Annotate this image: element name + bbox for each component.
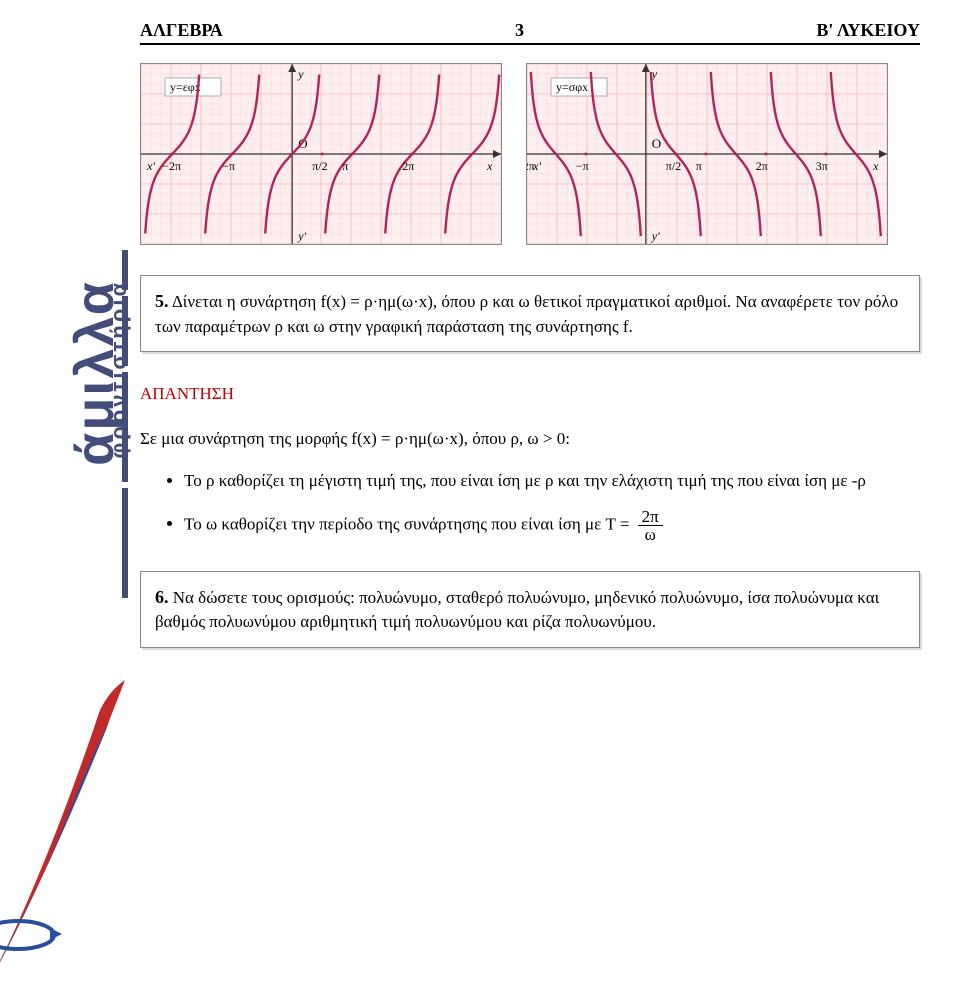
fraction-denominator: ω	[638, 525, 663, 543]
question-5-body: Δίνεται η συνάρτηση f(x) = ρ·ημ(ω·x), όπ…	[155, 292, 898, 336]
svg-text:y=εφx: y=εφx	[170, 80, 201, 94]
svg-text:−2π: −2π	[162, 159, 181, 173]
svg-text:π/2: π/2	[666, 159, 681, 173]
answer-bullet-1: Το ρ καθορίζει τη μέγιστη τιμή της, που …	[184, 467, 920, 494]
svg-text:O: O	[652, 136, 661, 151]
svg-text:y=σφx: y=σφx	[556, 80, 588, 94]
answer-bullet-2-prefix: Το ω καθορίζει την περίοδο της συνάρτηση…	[184, 514, 634, 533]
question-6-box: 6. Να δώσετε τους ορισμούς: πολυώνυμο, σ…	[140, 571, 920, 648]
svg-text:π/2: π/2	[312, 159, 327, 173]
svg-text:−π: −π	[222, 159, 235, 173]
question-6-text: 6. Να δώσετε τους ορισμούς: πολυώνυμο, σ…	[155, 584, 905, 635]
cot-chart-svg: Oy=σφxyy'xx'−2π−ππ/2π2π3π	[527, 64, 887, 244]
header-center: 3	[515, 20, 524, 41]
svg-text:π: π	[696, 159, 702, 173]
svg-text:y: y	[297, 67, 304, 81]
svg-text:2π: 2π	[402, 159, 414, 173]
svg-text:−2π: −2π	[527, 159, 535, 173]
svg-text:x: x	[872, 159, 879, 173]
header-left: ΑΛΓΕΒΡΑ	[140, 20, 223, 41]
answer-bullets: Το ρ καθορίζει τη μέγιστη τιμή της, που …	[140, 467, 920, 543]
page-header: ΑΛΓΕΒΡΑ 3 Β' ΛΥΚΕΙΟΥ	[140, 20, 920, 45]
svg-text:3π: 3π	[816, 159, 828, 173]
question-5-number: 5.	[155, 291, 169, 311]
answer-title: ΑΠΑΝΤΗΣΗ	[140, 380, 920, 407]
question-6-body: Να δώσετε τους ορισμούς: πολυώνυμο, σταθ…	[155, 588, 879, 632]
svg-text:y': y'	[297, 229, 306, 243]
fraction-numerator: 2π	[638, 508, 663, 525]
charts-row: Oy=εφxyy'xx'−2π−ππ/2π2π Oy=σφxyy'xx'−2π−…	[140, 63, 920, 245]
sidebar-subtitle: φροντιστήρια	[106, 280, 132, 459]
cot-chart: Oy=σφxyy'xx'−2π−ππ/2π2π3π	[526, 63, 888, 245]
question-6-number: 6.	[155, 587, 169, 607]
question-5-box: 5. Δίνεται η συνάρτηση f(x) = ρ·ημ(ω·x),…	[140, 275, 920, 352]
answer-intro: Σε μια συνάρτηση της μορφής f(x) = ρ·ημ(…	[140, 425, 920, 452]
header-right: Β' ΛΥΚΕΙΟΥ	[816, 20, 920, 41]
svg-text:−π: −π	[576, 159, 589, 173]
question-5-text: 5. Δίνεται η συνάρτηση f(x) = ρ·ημ(ω·x),…	[155, 288, 905, 339]
sidebar-logo: άμιλλα φροντιστήρια	[0, 240, 130, 980]
svg-text:x: x	[486, 159, 493, 173]
tan-chart: Oy=εφxyy'xx'−2π−ππ/2π2π	[140, 63, 502, 245]
tan-chart-svg: Oy=εφxyy'xx'−2π−ππ/2π2π	[141, 64, 501, 244]
svg-text:π: π	[342, 159, 348, 173]
answer-bullet-2: Το ω καθορίζει την περίοδο της συνάρτηση…	[184, 508, 920, 543]
svg-text:y': y'	[651, 229, 660, 243]
period-fraction: 2π ω	[638, 508, 663, 543]
answer-block: ΑΠΑΝΤΗΣΗ Σε μια συνάρτηση της μορφής f(x…	[140, 380, 920, 543]
svg-text:2π: 2π	[756, 159, 768, 173]
svg-text:x': x'	[146, 159, 155, 173]
sidebar-swoosh-icon	[0, 650, 130, 980]
